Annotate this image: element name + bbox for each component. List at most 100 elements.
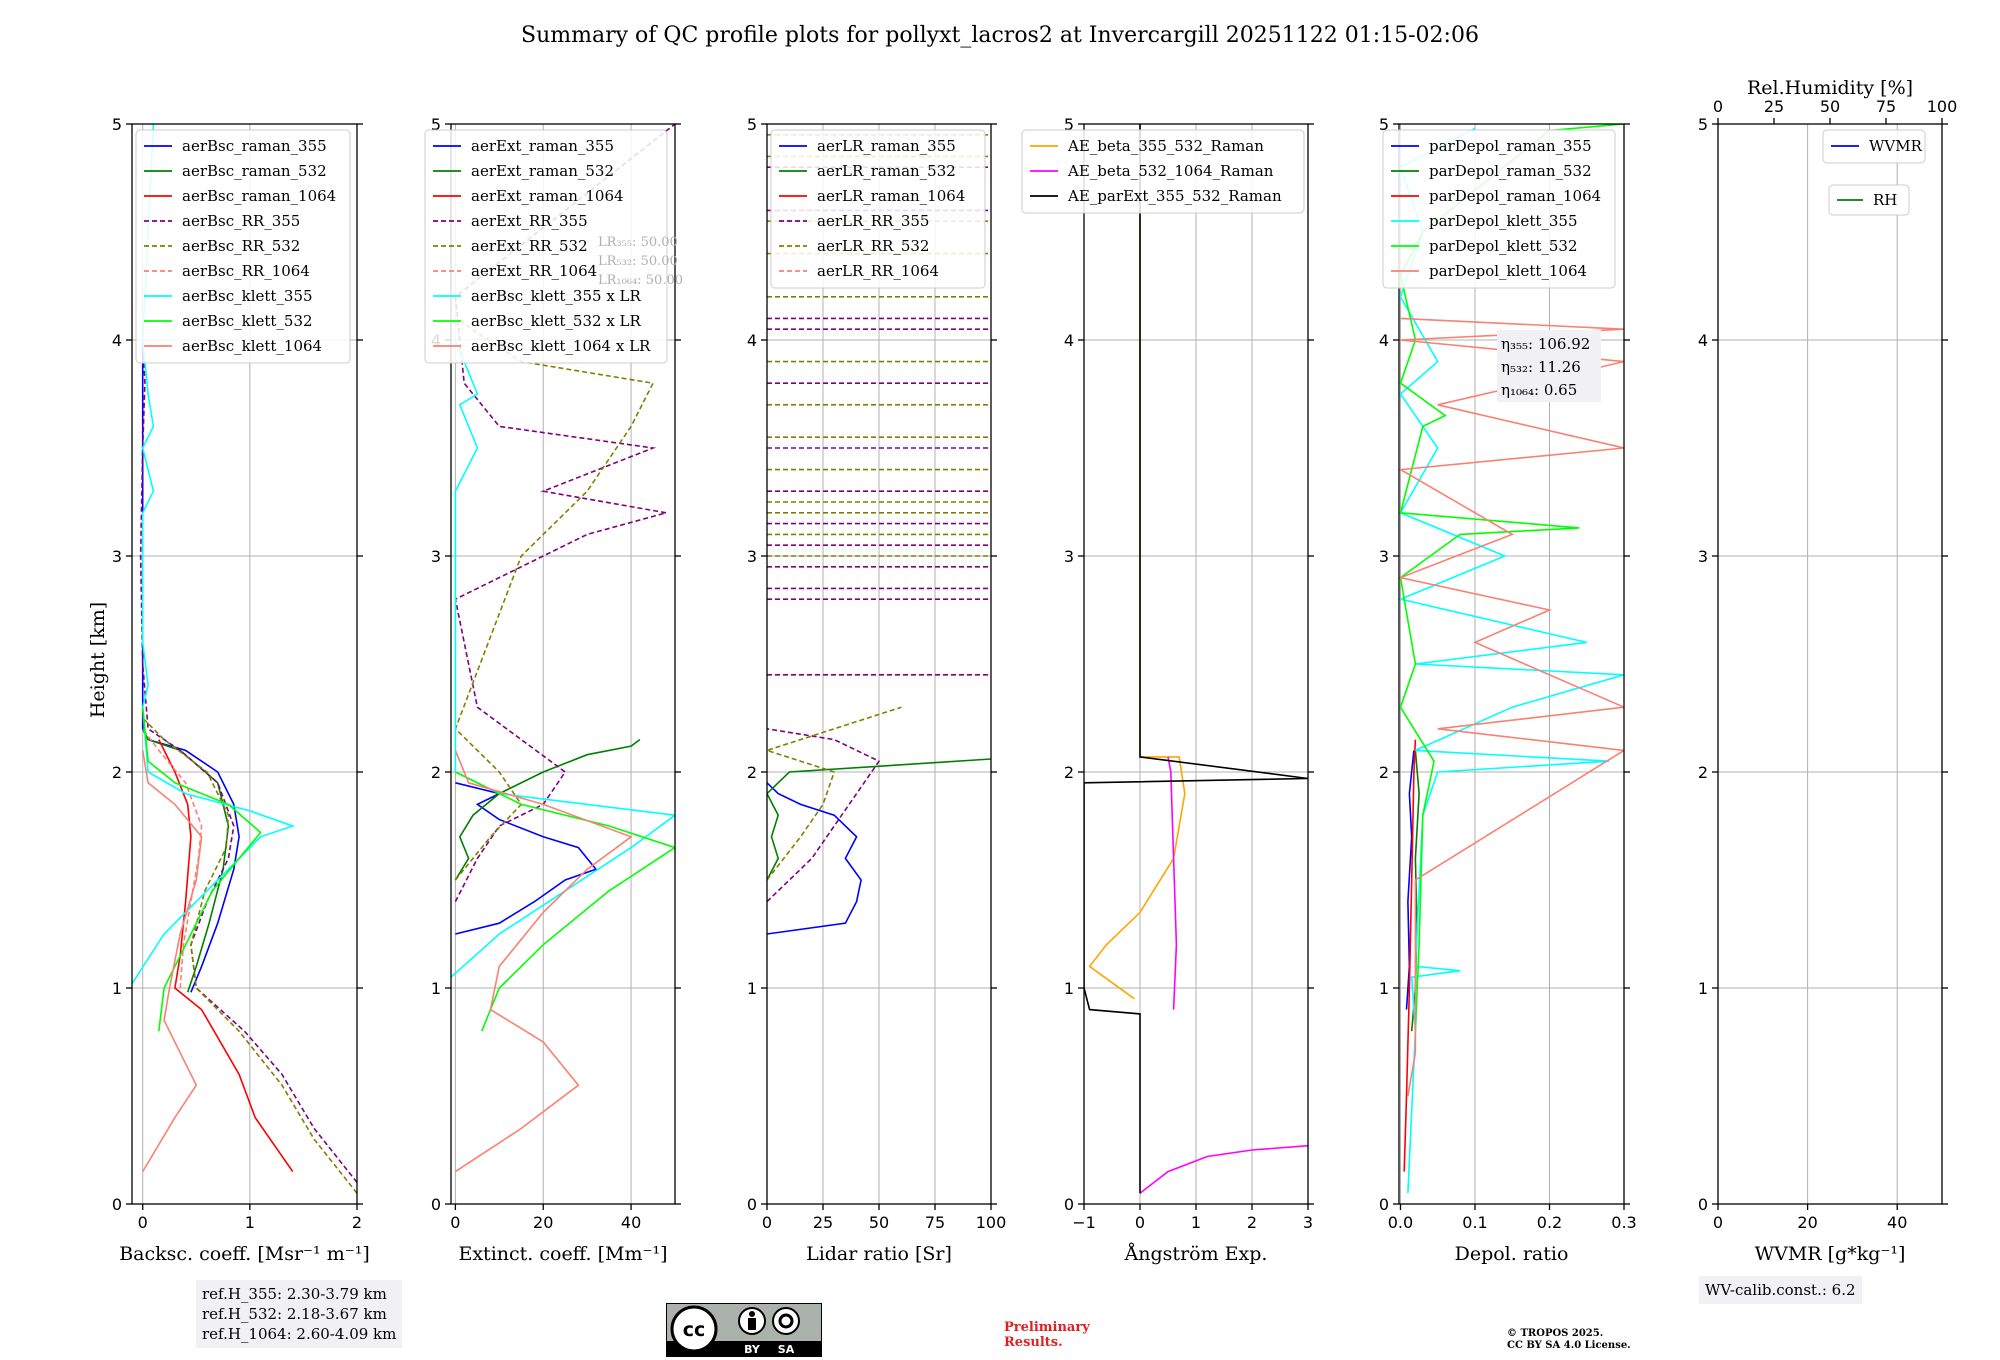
legend-label: aerExt_raman_355: [471, 137, 614, 155]
wv-calib-box: WV-calib.const.: 6.2: [1699, 1276, 1862, 1304]
y-tick-label: 4: [747, 331, 757, 350]
x-tick-label: 1: [1191, 1213, 1201, 1232]
series-line-aerLR_RR_532: [767, 706, 902, 881]
legend-label: aerBsc_klett_532 x LR: [471, 312, 642, 330]
series-line-AE_beta_532_1064_Raman: [1139, 1144, 1308, 1194]
legend-label: AE_beta_532_1064_Raman: [1067, 162, 1274, 180]
y-tick-label: 3: [1379, 547, 1389, 566]
plot-frame: [1717, 123, 1943, 1205]
y-tick-label: 0: [1064, 1195, 1074, 1214]
copyright-line-1: © TROPOS 2025.: [1507, 1328, 1604, 1339]
series-line-aerBsc_RR_1064: [142, 728, 203, 989]
eta-box: [1497, 330, 1601, 402]
legend-label: aerLR_RR_532: [817, 237, 929, 255]
y-tick-label: 0: [1379, 1195, 1389, 1214]
legend-label: aerBsc_raman_355: [182, 137, 327, 155]
y-tick-label: 1: [1379, 979, 1389, 998]
legend-label: aerBsc_klett_355 x LR: [471, 287, 642, 305]
series-line-aerBsc_klett_532 x LR: [455, 771, 675, 1032]
figure-title: Summary of QC profile plots for pollyxt_…: [521, 23, 1479, 48]
lr-annotation: LR₅₃₂: 50.00: [598, 254, 678, 269]
series-group: [132, 124, 357, 1194]
series-line-aerBsc_RR_532: [142, 717, 357, 1194]
legend-label: aerLR_RR_355: [817, 212, 929, 230]
series-line-parDepol_raman_1064: [1403, 739, 1417, 1172]
legend-label: aerExt_RR_1064: [471, 262, 597, 280]
x-tick-label: 0.1: [1462, 1213, 1487, 1232]
series-group: [451, 124, 675, 1173]
y-tick-label: 1: [431, 979, 441, 998]
legend-label: parDepol_klett_355: [1429, 212, 1578, 230]
eta-annotation: η₁₀₆₄: 0.65: [1501, 381, 1577, 399]
panel-backscatter: 0 1 2 3 4 5 0 1 2 Backsc. coeff. [Msr⁻¹ m⁻¹] aerBs…: [112, 115, 370, 1265]
y-tick-label: 5: [431, 115, 441, 134]
y-tick-label: 0: [112, 1195, 122, 1214]
plot-frame: [1398, 123, 1625, 1205]
top-x-axis-label: Rel.Humidity [%]: [1747, 77, 1913, 99]
cc-sa-text: SA: [778, 1343, 795, 1356]
series-line-aerExt_RR_532: [454, 317, 655, 881]
y-tick-label: 4: [1064, 331, 1074, 350]
y-tick-label: 2: [431, 763, 441, 782]
series-line-aerExt_raman_532: [454, 738, 641, 881]
legend-label: aerBsc_RR_355: [182, 212, 300, 230]
y-tick-label: 3: [1698, 547, 1708, 566]
legend-label: RH: [1873, 191, 1897, 209]
panel-depol: 0 1 2 3 4 5 0.0 0.1 0.2 0.3 Depol. ratio parDepol_r…: [1379, 115, 1637, 1265]
series-line-AE_beta_532_1064_Raman_upper: [1167, 756, 1178, 1010]
x-axis-label: Depol. ratio: [1455, 1243, 1569, 1265]
legend-box: [135, 129, 351, 364]
legend-label: aerBsc_klett_1064 x LR: [471, 337, 651, 355]
legend-label: aerBsc_klett_1064: [182, 337, 322, 355]
y-tick-label: 5: [747, 115, 757, 134]
x-tick-label: 40: [1887, 1213, 1907, 1232]
x-tick-label: 0: [1713, 1213, 1723, 1232]
x-tick-label: 2: [352, 1213, 362, 1232]
panel-extinction: 01234502040Extinct. coeff. [Mm⁻¹]aerExt_…: [424, 115, 683, 1265]
y-axis-label: Height [km]: [87, 602, 109, 718]
x-tick-label: −1: [1072, 1213, 1096, 1232]
chart-panels: 0 1 2 3 4 5 0 1 2 Backsc. coeff. [Msr⁻¹ m⁻¹] aerBs…: [112, 77, 1957, 1265]
y-tick-label: 5: [112, 115, 122, 134]
legend-box: [770, 129, 986, 289]
y-tick-label: 2: [1379, 763, 1389, 782]
series-line-aerBsc_raman_355: [141, 340, 240, 993]
x-tick-label: 1: [245, 1213, 255, 1232]
x-tick-label: 20: [1797, 1213, 1817, 1232]
legend-label: aerExt_raman_532: [471, 162, 614, 180]
x-tick-label: 0: [1135, 1213, 1145, 1232]
series-line-aerBsc_raman_532: [141, 728, 230, 993]
y-tick-label: 2: [112, 763, 122, 782]
wv-calib-text: WV-calib.const.: 6.2: [1705, 1281, 1856, 1299]
preliminary-results-note: Preliminary Results.: [1004, 1320, 1090, 1350]
legend-label: aerBsc_raman_1064: [182, 187, 336, 205]
top-x-tick-label: 100: [1927, 97, 1958, 116]
x-axis-label: Backsc. coeff. [Msr⁻¹ m⁻¹]: [119, 1243, 370, 1265]
series-line-aerExt_RR_355: [454, 124, 675, 902]
x-tick-label: 0.3: [1611, 1213, 1636, 1232]
legend-label: parDepol_raman_355: [1429, 137, 1592, 155]
legend-label: WVMR: [1869, 137, 1923, 155]
top-x-tick-label: 25: [1764, 97, 1784, 116]
legend-label: aerBsc_RR_532: [182, 237, 300, 255]
x-tick-label: 25: [813, 1213, 833, 1232]
y-tick-label: 5: [1064, 115, 1074, 134]
legend-label: aerExt_RR_355: [471, 212, 588, 230]
y-tick-label: 0: [431, 1195, 441, 1214]
legend-label: AE_beta_355_532_Raman: [1067, 137, 1264, 155]
legend-label: aerBsc_klett_355: [182, 287, 313, 305]
cc-logo-text: cc: [683, 1319, 706, 1341]
series-line-aerLR_raman_532: [767, 758, 991, 881]
series-line-aerBsc_klett_1064 x LR: [454, 750, 633, 1173]
y-tick-label: 5: [1698, 115, 1708, 134]
y-tick-label: 3: [431, 547, 441, 566]
series-group: [1084, 124, 1308, 1194]
y-tick-label: 3: [112, 547, 122, 566]
series-group: [767, 134, 991, 935]
y-tick-label: 2: [1064, 763, 1074, 782]
legend-box: [1382, 129, 1616, 289]
series-line-aerLR_raman_355: [767, 782, 862, 935]
legend-label: parDepol_raman_1064: [1429, 187, 1601, 205]
preliminary-line-1: Preliminary: [1004, 1320, 1090, 1335]
